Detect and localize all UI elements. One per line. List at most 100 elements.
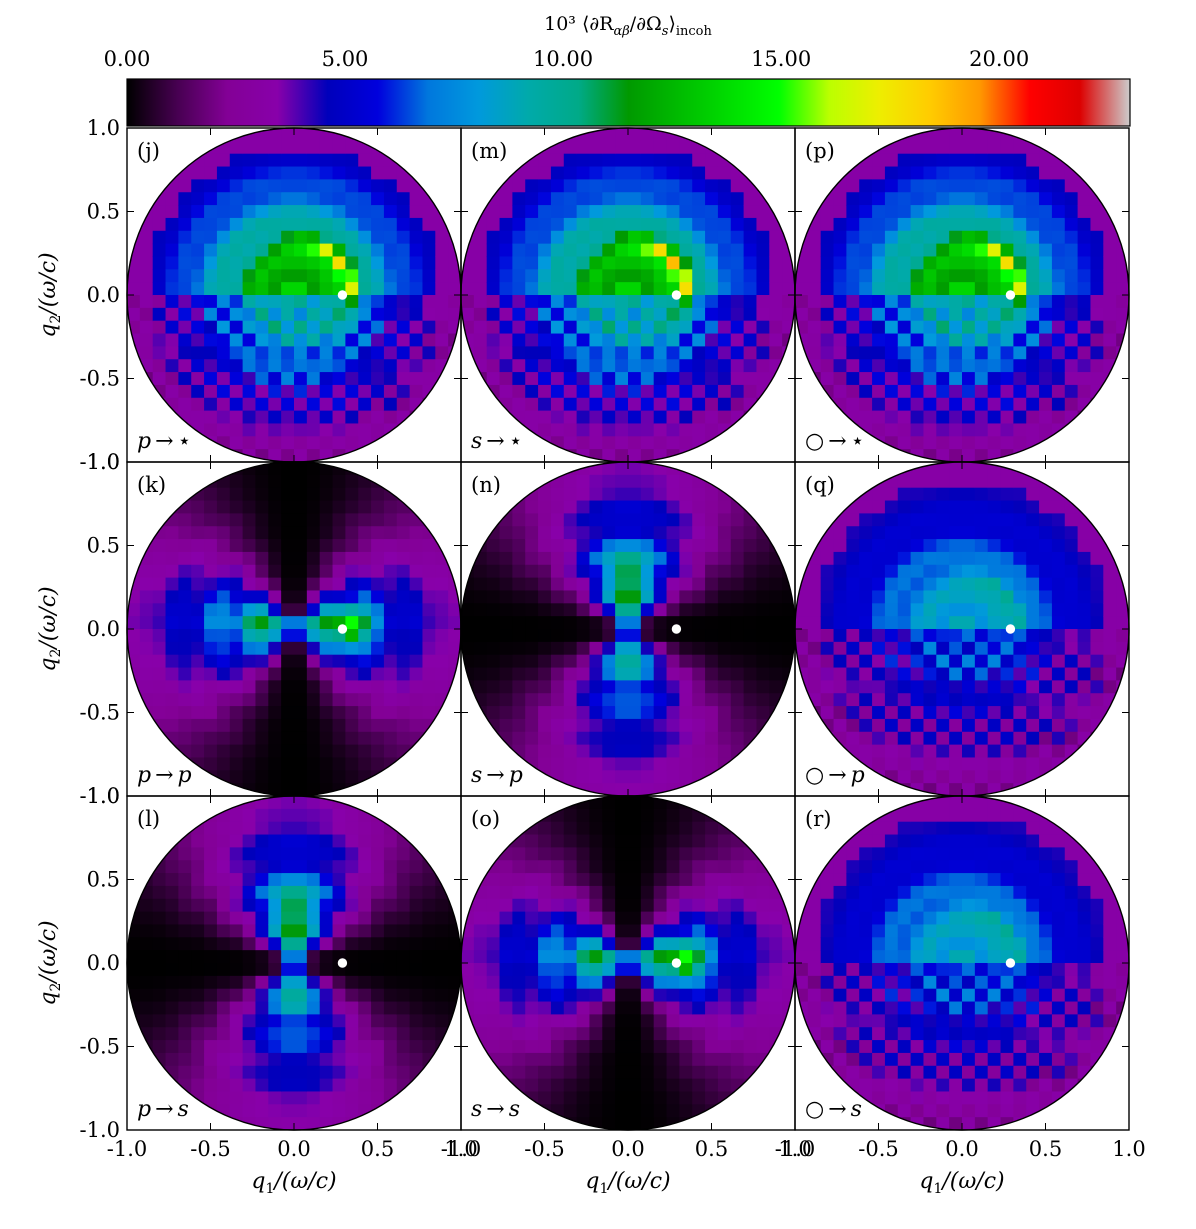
heatmap-cell [1026, 513, 1040, 527]
heatmap-cell [332, 243, 346, 258]
heatmap-cell [306, 667, 321, 681]
heatmap-cell [268, 988, 282, 1003]
heatmap-cell [859, 282, 873, 296]
heatmap-cell [717, 230, 732, 245]
heatmap-cell [602, 333, 616, 347]
heatmap-cell [229, 654, 244, 669]
heatmap-cell [242, 1040, 257, 1054]
heatmap-cell [692, 1027, 706, 1041]
heatmap-cell [1064, 667, 1079, 681]
heatmap-cell [319, 539, 334, 553]
heatmap-cell [1000, 718, 1014, 733]
heatmap-cell [550, 885, 565, 900]
heatmap-cell [396, 397, 411, 412]
heatmap-cell [1039, 744, 1053, 759]
heatmap-cell [884, 1078, 899, 1093]
heatmap-cell [923, 1027, 937, 1041]
heatmap-cell [833, 564, 847, 579]
heatmap-cell [910, 320, 925, 335]
heatmap-cell [178, 320, 192, 335]
heatmap-cell [294, 1091, 308, 1105]
heatmap-cell [242, 192, 257, 206]
heatmap-cell [602, 847, 616, 861]
heatmap-cell [473, 346, 488, 360]
heatmap-cell [692, 808, 706, 823]
heatmap-cell [1051, 230, 1066, 245]
heatmap-cell [358, 282, 372, 296]
heatmap-cell [1013, 397, 1027, 412]
heatmap-cell [923, 397, 937, 412]
heatmap-cell [910, 333, 925, 347]
heatmap-cell [884, 744, 899, 759]
heatmap-cell [653, 333, 668, 347]
heatmap-cell [910, 950, 925, 964]
heatmap-cell [422, 924, 436, 938]
polarization-label: p → p [137, 763, 192, 788]
heatmap-cell [332, 757, 346, 771]
heatmap-cell [229, 590, 244, 604]
heatmap-cell [730, 629, 745, 643]
heatmap-cell [268, 1052, 282, 1067]
heatmap-cell [820, 564, 835, 579]
heatmap-cell [795, 629, 809, 643]
heatmap-cell [268, 860, 282, 874]
heatmap-cell [216, 230, 231, 245]
axis-ticks [126, 795, 462, 1131]
heatmap-cell [396, 205, 411, 219]
heatmap-cell [884, 487, 899, 502]
heatmap-cell [589, 950, 603, 964]
heatmap-cell [1013, 423, 1027, 437]
heatmap-cell [589, 911, 603, 926]
heatmap-cell [1013, 667, 1027, 681]
heatmap-cell [255, 500, 269, 514]
heatmap-cell [628, 205, 642, 219]
heatmap-cell [1026, 333, 1040, 347]
heatmap-cell [833, 1014, 847, 1028]
heatmap-cell [640, 1014, 655, 1028]
heatmap-cell [846, 577, 860, 592]
heatmap-cell [448, 924, 461, 938]
heatmap-cell [1090, 539, 1104, 553]
heatmap-cell [833, 885, 847, 900]
heatmap-cell [923, 577, 937, 592]
heatmap-cell [152, 230, 167, 245]
heatmap-cell [628, 462, 642, 476]
heatmap-cell [910, 243, 925, 258]
heatmap-cell [820, 217, 835, 232]
heatmap-cell [602, 1052, 616, 1067]
heatmap-cell [1077, 564, 1092, 579]
heatmap-cell [949, 770, 963, 784]
heatmap-cell [242, 359, 257, 373]
heatmap-cell [949, 898, 963, 913]
heatmap-cell [589, 847, 603, 861]
heatmap-cell [679, 564, 693, 579]
heatmap-cell [345, 873, 359, 887]
heatmap-cell [563, 1104, 578, 1118]
heatmap-cell [242, 397, 257, 412]
heatmap-cell [550, 1052, 565, 1067]
heatmap-cell [550, 346, 565, 360]
heatmap-cell [152, 333, 167, 347]
heatmap-cell [396, 731, 411, 746]
heatmap-cell [204, 718, 218, 733]
heatmap-cell [884, 937, 899, 951]
heatmap-cell [332, 885, 346, 900]
heatmap-cell [538, 975, 552, 990]
heatmap-cell [679, 217, 693, 232]
heatmap-cell [473, 680, 488, 694]
heatmap-cell [884, 513, 899, 527]
heatmap-cell [268, 577, 282, 592]
heatmap-cell [165, 975, 179, 990]
heatmap-cell [692, 834, 706, 848]
heatmap-cell [884, 629, 899, 643]
heatmap-cell [936, 731, 950, 746]
heatmap-cell [563, 577, 578, 592]
heatmap-cell [499, 963, 513, 977]
heatmap-cell [268, 770, 282, 784]
heatmap-cell [435, 937, 449, 951]
heatmap-cell [628, 243, 642, 258]
heatmap-cell [563, 179, 578, 193]
heatmap-cell [743, 975, 758, 990]
heatmap-cell [974, 333, 989, 347]
heatmap-cell [859, 564, 873, 579]
